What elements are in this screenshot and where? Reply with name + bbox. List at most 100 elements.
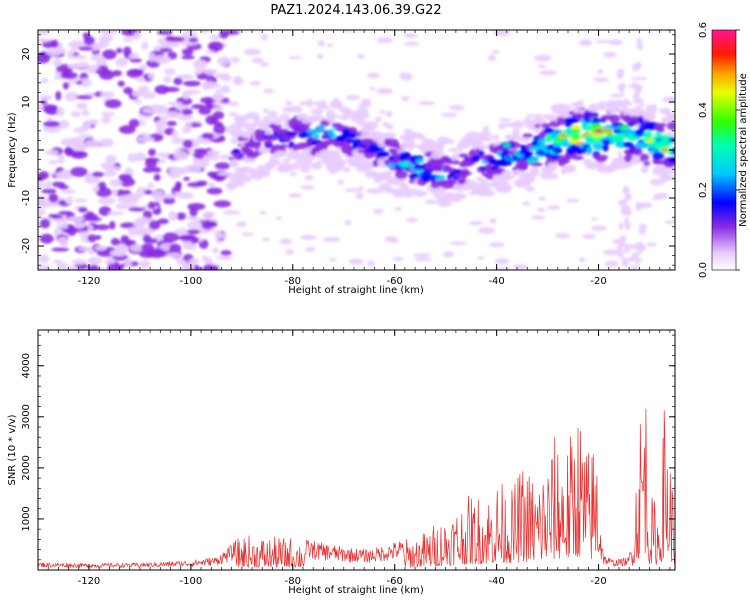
heatmap-cell xyxy=(214,230,222,236)
heatmap-cell xyxy=(154,54,171,64)
heatmap-cell xyxy=(99,91,115,98)
heatmap-cell xyxy=(262,115,271,122)
heatmap-cell xyxy=(623,141,634,148)
heatmap-cell xyxy=(449,104,465,111)
heatmap-cell xyxy=(188,258,200,264)
heatmap-cell xyxy=(417,101,435,106)
heatmap-cell xyxy=(165,252,182,258)
heatmap-cell xyxy=(434,187,447,195)
heatmap-cell xyxy=(511,120,525,129)
heatmap-cell xyxy=(173,228,191,236)
heatmap-cell xyxy=(302,159,313,166)
heatmap-cell xyxy=(276,150,288,158)
heatmap-cell xyxy=(286,165,301,170)
heatmap-cell xyxy=(126,200,134,206)
heatmap-cell xyxy=(168,36,185,43)
heatmap-cell xyxy=(160,154,169,160)
heatmap-cell xyxy=(452,153,460,159)
heatmap-cell xyxy=(547,161,558,170)
heatmap-cell xyxy=(306,98,314,108)
heatmap-cell xyxy=(239,116,247,122)
heatmap-cell xyxy=(249,81,262,86)
heatmap-cell xyxy=(70,137,83,144)
heatmap-cell xyxy=(182,240,193,250)
heatmap-cell xyxy=(38,104,44,112)
heatmap-cell xyxy=(99,138,114,148)
heatmap-cell xyxy=(636,258,643,262)
heatmap-cell xyxy=(602,143,609,152)
heatmap-cell xyxy=(379,164,387,169)
heatmap-cell xyxy=(259,211,267,215)
heatmap-cell xyxy=(38,53,50,64)
heatmap-cell xyxy=(98,65,109,70)
heatmap-cell xyxy=(415,158,425,164)
heatmap-cell xyxy=(67,148,74,156)
heatmap-cell xyxy=(203,154,212,160)
heatmap-cell xyxy=(136,226,146,236)
heatmap-cell xyxy=(246,151,259,159)
heatmap-cell xyxy=(625,208,632,217)
heatmap-cell xyxy=(515,169,526,175)
heatmap-cell xyxy=(111,188,120,197)
heatmap-cell xyxy=(76,102,88,110)
heatmap-cell xyxy=(645,138,654,143)
heatmap-cell xyxy=(314,107,323,116)
heatmap-cell xyxy=(444,138,455,144)
heatmap-cell xyxy=(232,75,243,86)
heatmap-cell xyxy=(398,72,412,77)
heatmap-cell xyxy=(198,107,211,115)
heatmap-cell xyxy=(104,99,122,109)
heatmap-cell xyxy=(38,202,51,209)
heatmap-cell xyxy=(313,133,320,140)
heatmap-cell xyxy=(157,218,169,225)
heatmap-cell xyxy=(632,81,638,88)
heatmap-cell xyxy=(578,257,586,263)
heatmap-cell xyxy=(176,74,195,80)
heatmap-cell xyxy=(344,30,352,33)
heatmap-cell xyxy=(154,85,170,95)
heatmap-cell xyxy=(207,41,224,52)
heatmap-cell xyxy=(62,81,70,90)
heatmap-cell xyxy=(203,211,216,218)
heatmap-cell xyxy=(582,234,596,239)
heatmap-cell xyxy=(134,152,146,162)
heatmap-cell xyxy=(494,258,510,265)
heatmap-cell xyxy=(162,232,180,243)
heatmap-cell xyxy=(59,169,72,178)
heatmap-cell xyxy=(92,185,100,192)
snr-x-tick-label: -60 xyxy=(387,576,403,587)
heatmap-cell xyxy=(668,137,675,143)
heatmap-cell xyxy=(361,98,372,105)
spectrogram-x-tick-label: -40 xyxy=(488,276,504,287)
heatmap-cell xyxy=(630,76,648,81)
heatmap-cell xyxy=(299,164,311,173)
heatmap-cell xyxy=(533,54,552,62)
heatmap-cell xyxy=(355,192,364,200)
heatmap-cell xyxy=(369,86,376,91)
heatmap-cell xyxy=(205,99,213,109)
heatmap-cell xyxy=(602,249,620,256)
heatmap-cell xyxy=(656,126,665,133)
heatmap-cell xyxy=(459,171,472,176)
heatmap-cell xyxy=(652,151,665,160)
heatmap-cell xyxy=(279,238,293,245)
heatmap-cell xyxy=(67,78,78,84)
heatmap-cell xyxy=(400,162,409,167)
heatmap-cell xyxy=(498,118,512,122)
heatmap-cell xyxy=(77,207,88,213)
heatmap-cell xyxy=(664,220,675,225)
heatmap-cell xyxy=(344,219,352,226)
spectrogram-y-tick-label: -10 xyxy=(21,190,32,206)
heatmap-cell xyxy=(144,189,153,195)
heatmap-cell xyxy=(128,118,140,128)
spectrogram-x-tick-label: -100 xyxy=(180,276,203,287)
heatmap-cell xyxy=(349,258,364,265)
heatmap-cell xyxy=(142,167,155,173)
heatmap-cell xyxy=(317,105,330,110)
heatmap-cell xyxy=(373,175,384,184)
heatmap-cell xyxy=(259,147,269,154)
heatmap-cell xyxy=(597,69,604,75)
heatmap-cell xyxy=(243,48,261,56)
heatmap-cell xyxy=(262,108,270,114)
heatmap-cell xyxy=(592,153,600,160)
